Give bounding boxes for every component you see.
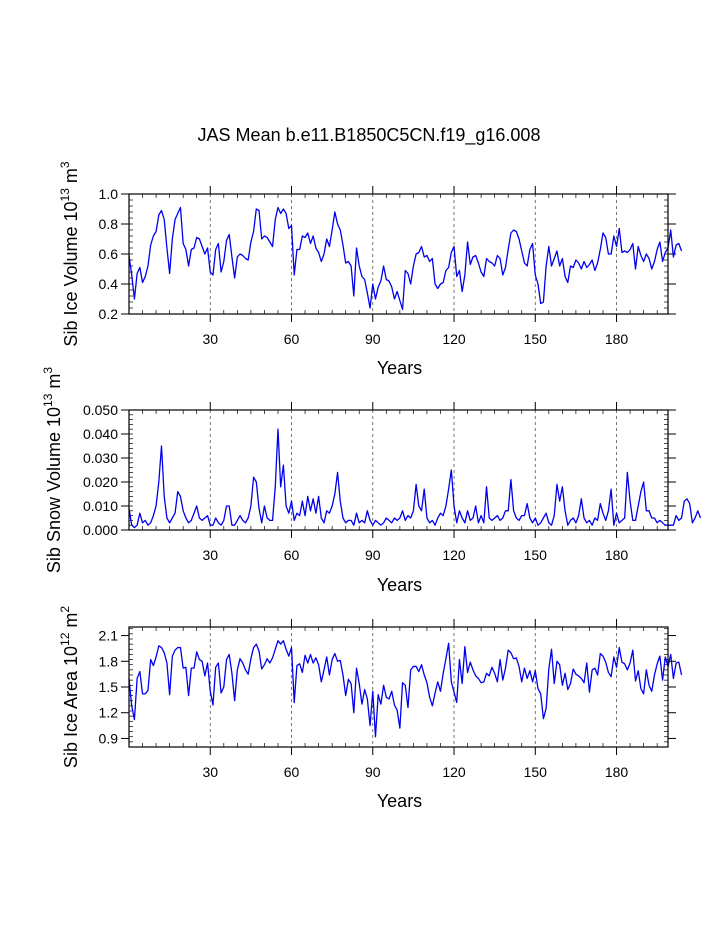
- x-tick-label: 90: [365, 764, 381, 780]
- y-axis-title-superscript: 2: [58, 606, 72, 613]
- y-tick-label: 0.030: [83, 450, 118, 466]
- x-tick-label: 150: [524, 764, 548, 780]
- x-tick-label: 150: [524, 331, 548, 347]
- y-tick-label: 0.010: [83, 498, 118, 514]
- y-axis-title: Sib Ice Volume 1013 m3: [58, 161, 81, 346]
- x-tick-label: 150: [524, 547, 548, 563]
- y-axis-title-text: Sib Ice Volume 10: [61, 201, 81, 346]
- x-tick-label: 60: [284, 547, 300, 563]
- panel-2: 30 60 90 120 150 180 0.000 0.010 0.020 0.030 0.040…: [41, 367, 702, 595]
- y-axis-title-superscript: 13: [41, 393, 55, 407]
- x-tick-label: 180: [605, 547, 629, 563]
- y-axis-title-superscript: 3: [41, 367, 55, 374]
- plot-frame: [128, 193, 669, 315]
- y-tick-label: 0.050: [83, 402, 118, 418]
- y-axis-title-superscript: 3: [58, 161, 72, 168]
- x-tick-label: 180: [605, 764, 629, 780]
- panel-1: 30 60 90 120 150 180 0.2 0.4 0.6 0.8 1.0 Years Sib I…: [58, 161, 683, 378]
- y-axis-title: Sib Ice Area 1012 m2: [58, 606, 81, 768]
- x-tick-label: 120: [442, 331, 466, 347]
- y-tick-label: 0.8: [99, 216, 119, 232]
- x-tick-label: 180: [605, 331, 629, 347]
- plot-frame: [128, 626, 669, 748]
- x-axis-title: Years: [377, 791, 422, 811]
- y-tick-label: 1.8: [99, 653, 119, 669]
- x-tick-label: 30: [202, 331, 218, 347]
- y-tick-label: 0.9: [99, 730, 119, 746]
- y-axis-title-text: Sib Snow Volume 10: [44, 407, 64, 573]
- x-tick-label: 120: [442, 547, 466, 563]
- y-tick-label: 2.1: [99, 628, 119, 644]
- series-line-2: [128, 428, 702, 529]
- y-axis-title: Sib Snow Volume 1013 m3: [41, 367, 64, 573]
- y-axis-title-superscript: 13: [58, 188, 72, 202]
- x-tick-label: 30: [202, 764, 218, 780]
- y-axis-title-text: m: [61, 168, 81, 188]
- series-line-3: [128, 640, 683, 738]
- x-axis-title: Years: [377, 358, 422, 378]
- x-tick-label: 90: [365, 547, 381, 563]
- y-tick-label: 0.2: [99, 306, 119, 322]
- x-tick-label: 30: [202, 547, 218, 563]
- x-tick-label: 60: [284, 331, 300, 347]
- y-axis-title-text: Sib Ice Area 10: [61, 646, 81, 768]
- x-tick-label: 60: [284, 764, 300, 780]
- y-axis-title-text: m: [61, 613, 81, 633]
- y-tick-label: 0.020: [83, 474, 118, 490]
- y-tick-label: 0.4: [99, 276, 119, 292]
- panel-3: 30 60 90 120 150 180 0.9 1.2 1.5 1.8 2.1 Years Sib I…: [58, 606, 683, 811]
- y-tick-label: 0.040: [83, 426, 118, 442]
- x-tick-label: 120: [442, 764, 466, 780]
- x-tick-label: 90: [365, 331, 381, 347]
- y-axis-title-text: m: [44, 374, 64, 394]
- series-line-1: [128, 206, 683, 311]
- plot-frame: [128, 409, 669, 531]
- y-axis-title-superscript: 12: [58, 632, 72, 646]
- x-axis-title: Years: [377, 575, 422, 595]
- y-tick-label: 0.6: [99, 246, 119, 262]
- main-title: JAS Mean b.e11.B1850C5CN.f19_g16.008: [198, 125, 541, 146]
- chart-panels: 30 60 90 120 150 180 0.2 0.4 0.6 0.8 1.0 Years Sib I…: [41, 161, 702, 811]
- y-tick-label: 1.0: [99, 186, 119, 202]
- y-tick-label: 1.5: [99, 679, 119, 695]
- y-tick-label: 0.000: [83, 522, 118, 538]
- y-tick-label: 1.2: [99, 705, 119, 721]
